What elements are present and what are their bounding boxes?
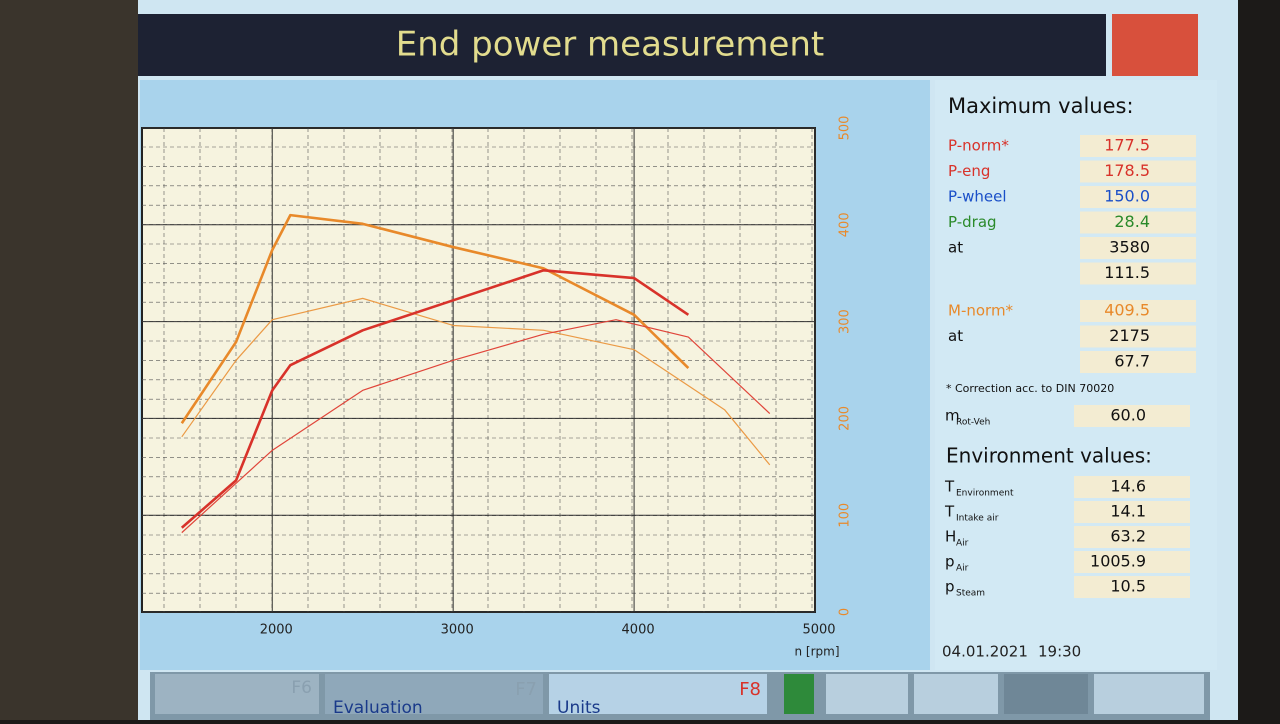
x-tick-label: 2000 [260,623,293,638]
footnote: * Correction acc. to DIN 70020 [946,382,1114,395]
button[interactable] [784,674,814,714]
env-sub: Intake air [956,514,999,524]
env-label: T [944,503,955,521]
panel-heading: Environment values: [946,444,1152,468]
x-axis-label: n [rpm] [794,645,839,659]
torque-value: 2175 [1109,326,1150,345]
torque-value: 67.7 [1114,352,1150,371]
mass-label: m [945,407,960,425]
y2-tick-label: 0 [838,608,853,616]
env-sub: Steam [956,589,985,599]
button[interactable] [826,674,908,714]
env-label: p [945,553,955,571]
env-value: 63.2 [1110,527,1146,546]
title: End power measurement [396,25,825,65]
value-box [1080,186,1196,208]
y2-tick-label: 400 [838,212,853,237]
button[interactable] [1094,674,1204,714]
env-label: p [945,578,955,596]
button-key: F6 [291,678,312,698]
env-value: 14.1 [1110,502,1146,521]
button[interactable] [325,674,543,714]
value-box [1080,351,1196,373]
status-icon [1112,14,1198,76]
curve [181,297,771,466]
bezel [0,0,140,720]
value-box [1074,526,1190,548]
button-key: F8 [739,679,761,700]
time: 19:30 [1038,643,1081,661]
button[interactable] [914,674,998,714]
y2-tick-label: 100 [838,503,853,528]
env-value: 1005.9 [1090,552,1146,571]
max-label: P-wheel [948,188,1007,206]
plot [141,127,816,613]
max-label: P-eng [948,162,990,180]
value-box [1080,262,1196,285]
env-label: H [945,528,956,546]
env-value: 14.6 [1110,477,1146,496]
torque-label: at [948,327,963,345]
x-tick-label: 4000 [622,623,655,638]
env-sub: Air [956,539,969,549]
y2-tick-label: 300 [838,309,853,334]
value-box [1080,160,1196,183]
value-box [1080,135,1196,157]
value-box [1080,211,1196,234]
button[interactable] [1004,674,1088,714]
x-tick-label: 3000 [441,623,474,638]
max-label: P-drag [948,213,997,231]
date: 04.01.2021 [942,643,1028,661]
x-tick-label: 5000 [802,623,835,638]
value-box [1074,551,1190,573]
value-box [1080,325,1196,348]
button-key: F7 [515,679,537,700]
env-label: T [944,478,955,496]
env-value: 10.5 [1110,577,1146,596]
max-value: 177.5 [1104,136,1150,155]
max-value: 111.5 [1104,263,1150,282]
value-box [1080,237,1196,259]
env-sub: Environment [956,489,1014,499]
value-box [1074,576,1190,598]
button-label: Units [557,698,601,718]
panel-heading: Maximum values: [948,94,1134,118]
curve [181,319,771,534]
value-box [1074,476,1190,498]
button-label: Evaluation [333,698,423,718]
curve [180,268,690,529]
value-box [1074,405,1190,427]
max-value: 150.0 [1104,187,1150,206]
title-bar [138,14,1106,76]
button[interactable] [155,674,319,714]
max-value: 3580 [1109,238,1150,257]
env-sub: Air [956,564,969,574]
torque-label: M-norm* [948,302,1014,320]
max-value: 178.5 [1104,161,1150,180]
mass-sub: Rot-Veh [956,418,990,428]
mass-value: 60.0 [1110,406,1146,425]
max-label: P-norm* [948,137,1009,155]
value-box [1074,501,1190,523]
torque-value: 409.5 [1104,301,1150,320]
y2-tick-label: 200 [838,406,853,431]
max-label: at [948,239,963,257]
button[interactable] [549,674,767,714]
curve [180,213,690,424]
max-value: 28.4 [1114,212,1150,231]
y2-tick-label: 500 [838,116,853,141]
value-box [1080,300,1196,322]
